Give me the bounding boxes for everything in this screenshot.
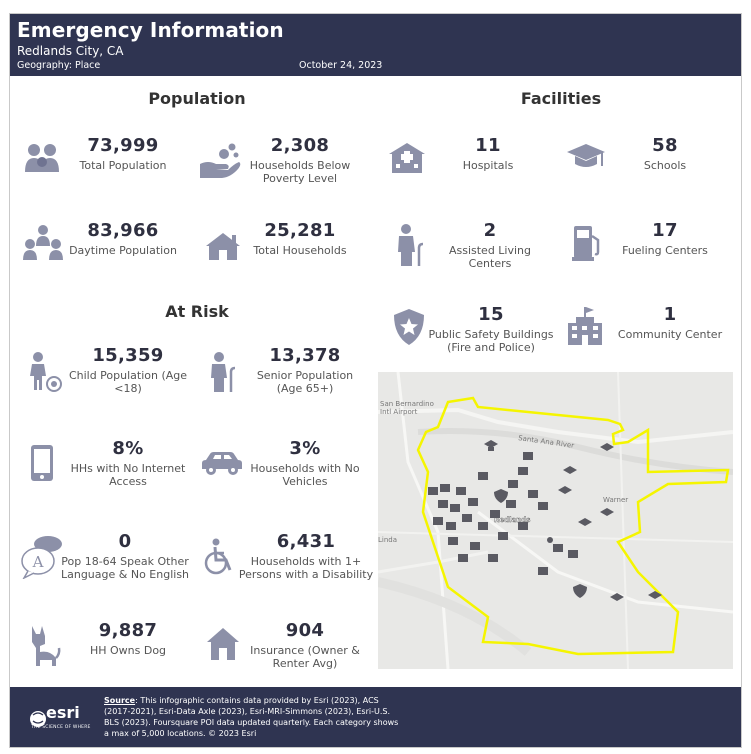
stat-value: 73,999 [87,135,159,156]
stat-label: Hospitals [462,159,514,172]
stat-assisted-living: 2 Assisted Living Centers [435,220,545,270]
stat-value: 15,359 [92,345,164,366]
facilities-title: Facilities [520,89,602,108]
esri-logo-text: esri [46,703,80,722]
stat-poverty-households: 2,308 Households Below Poverty Level [240,135,360,185]
stat-label: Assisted Living Centers [448,244,532,270]
stat-value: 2 [483,220,497,241]
map-label-linda: Linda [378,536,397,544]
wheelchair-icon [204,538,236,576]
dog-icon [26,624,62,668]
stat-disability: 6,431 Households with 1+ Persons with a … [238,531,374,581]
map-label-warner: Warner [603,496,628,504]
stat-label: Schools [643,159,687,172]
stat-label: Community Center [617,328,723,341]
speech-bubble-icon: A [20,535,66,579]
stat-label: Households Below Poverty Level [249,159,351,185]
stat-label: Senior Population (Age 65+) [256,369,354,395]
people-group-icon [22,142,62,180]
stat-label: Insurance (Owner & Renter Avg) [250,644,360,670]
stat-value: 13,378 [269,345,341,366]
facilities-map[interactable]: San Bernardino Intl Airport Santa Ana Ri… [378,372,733,669]
stat-total-population: 73,999 Total Population [68,135,178,172]
phone-icon [30,444,54,482]
geography-label: Geography: Place [17,60,101,71]
stat-label: Households with 1+ Persons with a Disabi… [238,555,374,581]
assisted-living-icon [395,224,425,268]
stat-child-population: 15,359 Child Population (Age <18) [68,345,188,395]
fuel-pump-icon [572,224,602,262]
daytime-people-icon [22,224,64,266]
stat-label: Fueling Centers [622,244,708,257]
car-icon [200,451,244,477]
stat-value: 17 [652,220,678,241]
stat-label: HH Owns Dog [89,644,167,657]
stat-insurance: 904 Insurance (Owner & Renter Avg) [240,620,370,670]
hospital-icon [388,142,426,174]
stat-value: 0 [118,531,132,552]
stat-value: 15 [478,304,504,325]
child-ball-icon [28,352,62,392]
stat-value: 3% [289,438,321,459]
source-label[interactable]: Source [104,696,136,705]
map-markers [428,440,662,601]
stat-label: HHs with No Internet Access [70,462,186,488]
population-title: Population [148,89,246,108]
stat-public-safety: 15 Public Safety Buildings (Fire and Pol… [426,304,556,354]
report-date: October 24, 2023 [299,60,383,71]
stat-label: Total Population [79,159,167,172]
stat-value: 1 [663,304,677,325]
source-note: Source: This infographic contains data p… [104,695,404,739]
stat-no-vehicles: 3% Households with No Vehicles [245,438,365,488]
stat-value: 83,966 [87,220,159,241]
stat-no-english: 0 Pop 18-64 Speak Other Language & No En… [60,531,190,581]
header-bar: Emergency Information Redlands City, CA … [10,14,741,76]
map-label-city: Redlands [494,516,530,524]
location-label: Redlands City, CA [17,44,124,58]
stat-hospitals: 11 Hospitals [438,135,538,172]
esri-logo [30,711,46,727]
stat-value: 6,431 [276,531,336,552]
stat-value: 25,281 [264,220,336,241]
stat-label: Total Households [253,244,347,257]
stat-value: 904 [285,620,325,641]
page-title: Emergency Information [17,18,284,42]
stat-value: 11 [475,135,501,156]
insured-house-icon [205,626,241,662]
community-building-icon [566,306,604,346]
stat-label: Households with No Vehicles [250,462,360,488]
at-risk-title: At Risk [165,302,229,321]
infographic-frame: Emergency Information Redlands City, CA … [9,13,742,748]
stat-label: Public Safety Buildings (Fire and Police… [428,328,554,354]
stat-community-center: 1 Community Center [610,304,730,341]
stat-dog-owners: 9,887 HH Owns Dog [68,620,188,657]
stat-total-households: 25,281 Total Households [245,220,355,257]
stat-label: Daytime Population [69,244,177,257]
shield-star-icon [393,308,425,346]
svg-text:Intl Airport: Intl Airport [380,408,418,416]
stat-value: 9,887 [98,620,158,641]
svg-text:A: A [32,553,44,571]
hand-coins-icon [198,142,242,180]
stat-senior-population: 13,378 Senior Population (Age 65+) [245,345,365,395]
stat-value: 8% [112,438,144,459]
esri-tagline: THE SCIENCE OF WHERE [31,725,91,730]
footer-bar: esri THE SCIENCE OF WHERE Source: This i… [10,687,741,747]
senior-cane-icon [209,352,239,394]
house-icon [202,232,244,262]
stat-value: 2,308 [270,135,330,156]
map-label-airport: San Bernardino [380,400,434,408]
source-text: : This infographic contains data provide… [104,696,399,738]
stat-label: Pop 18-64 Speak Other Language & No Engl… [60,555,190,581]
stat-schools: 58 Schools [615,135,715,172]
stat-value: 58 [652,135,678,156]
graduation-cap-icon [566,142,606,174]
stat-no-internet: 8% HHs with No Internet Access [68,438,188,488]
stat-fueling-centers: 17 Fueling Centers [615,220,715,257]
stat-label: Child Population (Age <18) [68,369,188,395]
stat-daytime-population: 83,966 Daytime Population [68,220,178,257]
